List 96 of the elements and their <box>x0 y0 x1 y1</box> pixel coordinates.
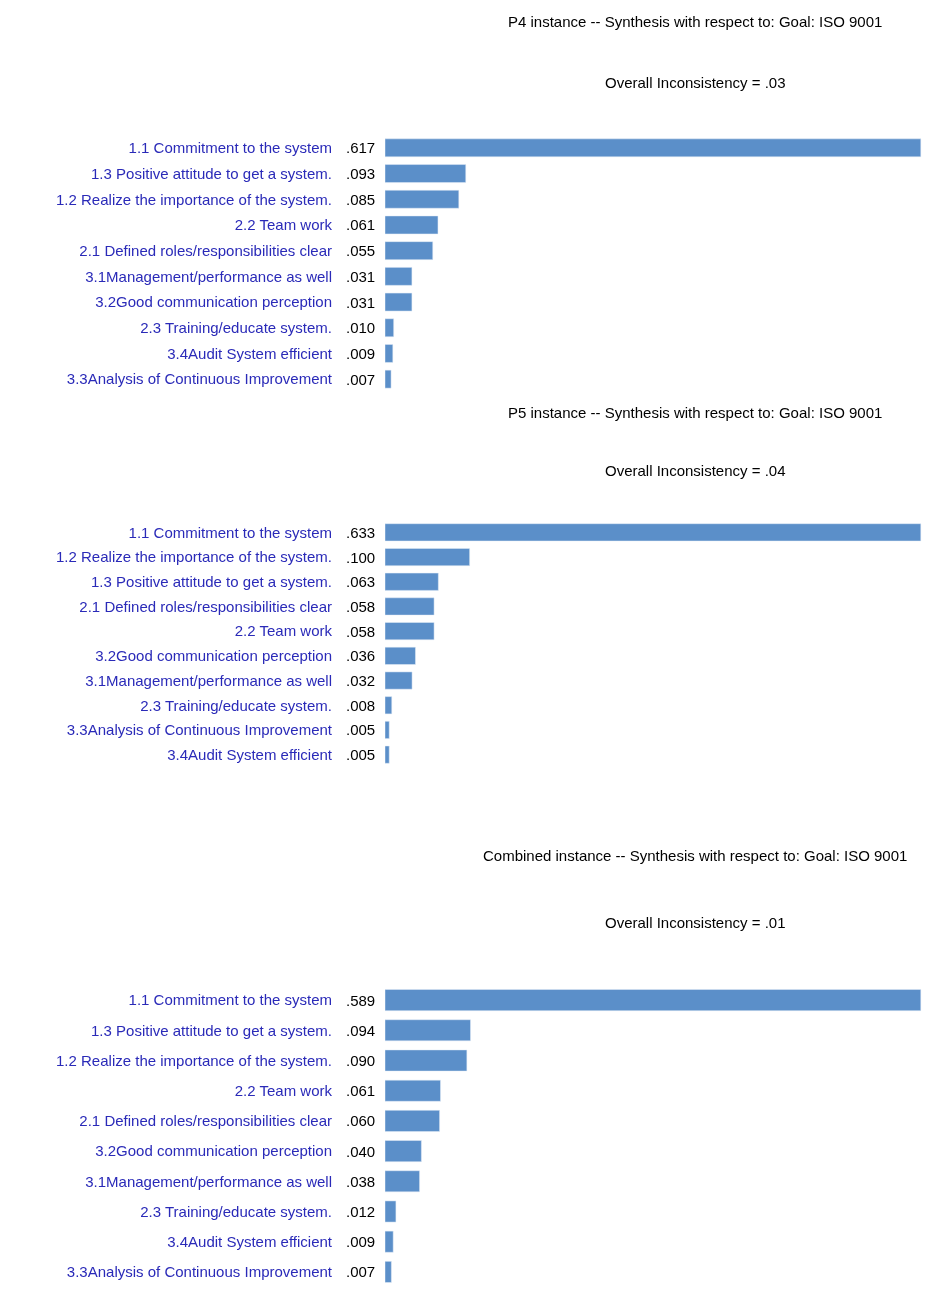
y-tick-label: 2.3 Training/educate system. <box>140 319 332 336</box>
y-tick-label: 1.1 Commitment to the system <box>128 139 332 157</box>
bar <box>385 1170 420 1193</box>
data-label: .058 <box>346 598 376 615</box>
bar <box>385 1049 468 1072</box>
chart-title: P4 instance -- Synthesis with respect to: Goal: ISO 9001 <box>508 13 883 30</box>
bar <box>385 1079 441 1102</box>
y-tick-label: 2.1 Defined roles/responsibilities clear <box>79 241 332 259</box>
y-tick-label: 3.1Management/performance as well <box>85 1172 332 1190</box>
data-label: .060 <box>346 1112 376 1129</box>
bar <box>385 190 460 209</box>
y-tick-label: 2.1 Defined roles/responsibilities clear <box>79 597 332 615</box>
bar <box>385 1140 422 1162</box>
y-tick-label: 3.4Audit System efficient <box>167 745 333 763</box>
bar <box>385 1110 440 1132</box>
data-label: .589 <box>346 992 376 1009</box>
data-label: .100 <box>346 549 376 566</box>
bar <box>385 241 434 260</box>
data-label: .617 <box>346 139 376 156</box>
data-label: .036 <box>346 647 376 664</box>
bar <box>385 696 393 715</box>
y-tick-label: 3.2Good communication perception <box>95 293 332 311</box>
data-label: .061 <box>346 216 376 233</box>
bar <box>385 548 470 566</box>
bar <box>385 1019 471 1042</box>
bar <box>385 745 390 764</box>
bar <box>385 292 413 312</box>
chart-subtitle: Overall Inconsistency = .04 <box>605 462 786 479</box>
y-tick-label: 2.2 Team work <box>234 622 333 640</box>
y-tick-label: 1.1 Commitment to the system <box>128 523 332 541</box>
y-tick-label: 2.2 Team work <box>234 216 333 234</box>
bar <box>385 597 435 616</box>
data-label: .010 <box>346 319 376 336</box>
data-label: .040 <box>346 1143 376 1160</box>
y-tick-label: 2.3 Training/educate system. <box>140 696 332 714</box>
bar <box>385 989 922 1011</box>
bar <box>385 369 392 389</box>
data-label: .031 <box>346 294 376 311</box>
y-tick-label: 3.4Audit System efficient <box>167 1232 333 1250</box>
data-label: .008 <box>346 697 376 714</box>
data-label: .032 <box>346 672 376 689</box>
data-label: .007 <box>346 371 376 388</box>
bar <box>385 646 416 665</box>
bar <box>385 1200 397 1223</box>
data-label: .055 <box>346 242 376 259</box>
bar <box>385 344 394 363</box>
chart-title: Combined instance -- Synthesis with respect to: Goal: ISO 9001 <box>483 847 908 864</box>
data-label: .090 <box>346 1052 376 1069</box>
y-tick-label: 3.2Good communication perception <box>95 647 332 665</box>
y-tick-label: 3.2Good communication perception <box>95 1142 332 1160</box>
data-label: .007 <box>346 1263 376 1280</box>
y-tick-label: 3.3Analysis of Continuous Improvement <box>66 721 333 739</box>
chart-subtitle: Overall Inconsistency = .01 <box>605 914 786 931</box>
y-tick-label: 2.2 Team work <box>234 1081 333 1099</box>
y-tick-label: 3.4Audit System efficient <box>167 344 333 362</box>
y-tick-label: 3.1Management/performance as well <box>85 267 332 285</box>
data-label: .009 <box>346 345 376 362</box>
y-tick-label: 3.1Management/performance as well <box>85 671 332 689</box>
y-tick-label: 1.3 Positive attitude to get a system. <box>91 1021 332 1039</box>
data-label: .061 <box>346 1082 376 1099</box>
data-label: .063 <box>346 573 376 590</box>
y-tick-label: 3.3Analysis of Continuous Improvement <box>66 370 333 388</box>
data-label: .093 <box>346 165 376 182</box>
bar <box>385 267 413 286</box>
bar <box>385 721 390 739</box>
bar <box>385 215 439 235</box>
bar <box>385 572 439 591</box>
y-tick-label: 2.3 Training/educate system. <box>140 1202 332 1220</box>
y-tick-label: 1.2 Realize the importance of the system. <box>56 1051 332 1069</box>
chart-subtitle: Overall Inconsistency = .03 <box>605 74 786 91</box>
bar <box>385 164 467 183</box>
bar <box>385 671 413 690</box>
y-tick-label: 2.1 Defined roles/responsibilities clear <box>79 1112 332 1130</box>
bar <box>385 1230 394 1253</box>
y-tick-label: 1.1 Commitment to the system <box>128 991 332 1009</box>
data-label: .031 <box>346 268 376 285</box>
y-tick-label: 1.2 Realize the importance of the system. <box>56 190 332 208</box>
data-label: .005 <box>346 746 376 763</box>
bar <box>385 523 922 542</box>
y-tick-label: 3.3Analysis of Continuous Improvement <box>66 1263 333 1281</box>
y-tick-label: 1.3 Positive attitude to get a system. <box>91 573 332 590</box>
data-label: .012 <box>346 1203 376 1220</box>
data-label: .038 <box>346 1173 376 1190</box>
chart-title: P5 instance -- Synthesis with respect to: Goal: ISO 9001 <box>508 404 883 421</box>
y-tick-label: 1.3 Positive attitude to get a system. <box>91 164 332 182</box>
bar <box>385 622 435 641</box>
y-tick-label: 1.2 Realize the importance of the system. <box>56 548 332 566</box>
data-label: .009 <box>346 1233 376 1250</box>
bar <box>385 138 922 158</box>
data-label: .085 <box>346 191 376 208</box>
data-label: .633 <box>346 524 376 541</box>
data-label: .058 <box>346 623 376 640</box>
data-label: .094 <box>346 1022 376 1039</box>
bar <box>385 318 394 337</box>
data-label: .005 <box>346 721 376 738</box>
bar <box>385 1261 392 1283</box>
